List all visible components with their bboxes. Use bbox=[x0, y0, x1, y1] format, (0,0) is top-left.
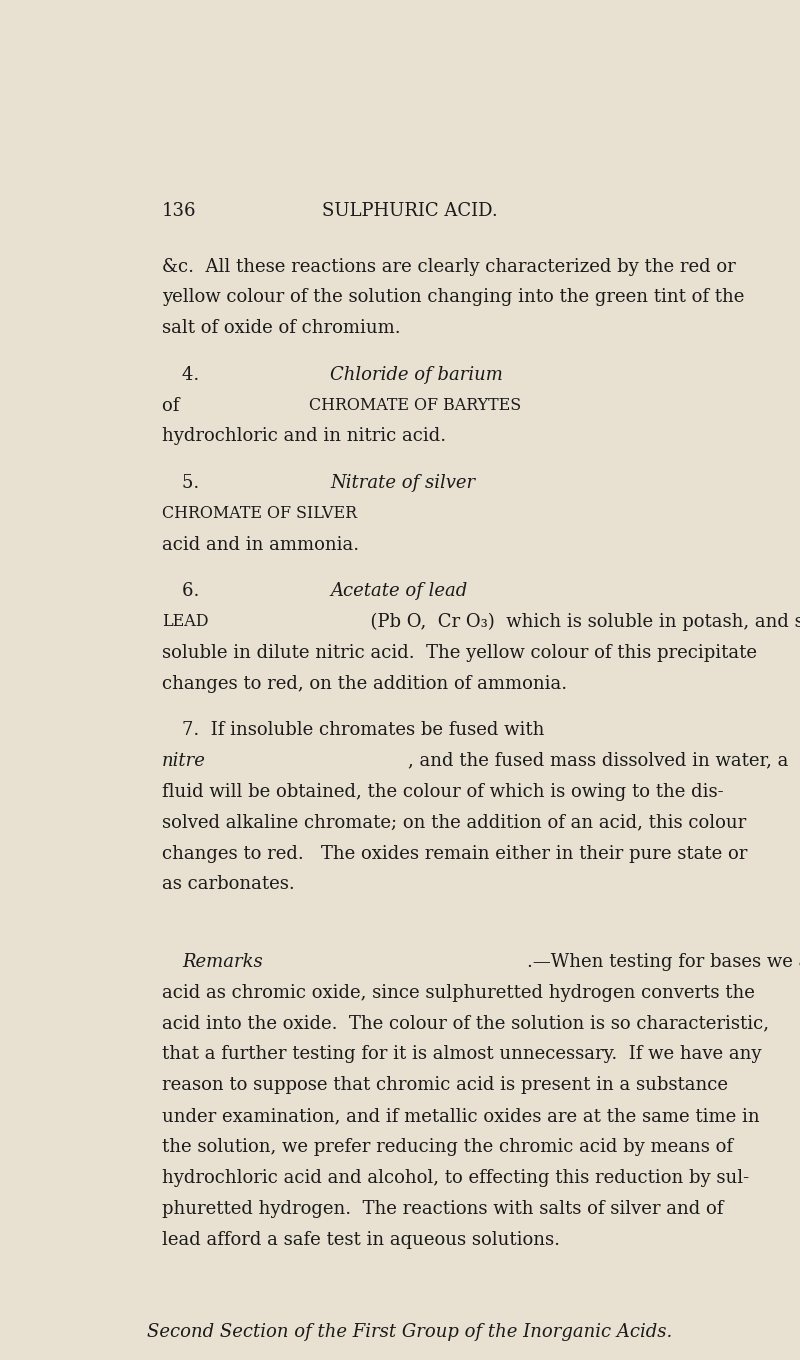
Text: LEAD: LEAD bbox=[162, 613, 209, 630]
Text: fluid will be obtained, the colour of which is owing to the dis-: fluid will be obtained, the colour of wh… bbox=[162, 783, 724, 801]
Text: 136: 136 bbox=[162, 201, 197, 220]
Text: yellow colour of the solution changing into the green tint of the: yellow colour of the solution changing i… bbox=[162, 288, 744, 306]
Text: changes to red.   The oxides remain either in their pure state or: changes to red. The oxides remain either… bbox=[162, 845, 747, 862]
Text: reason to suppose that chromic acid is present in a substance: reason to suppose that chromic acid is p… bbox=[162, 1076, 728, 1095]
Text: 4.: 4. bbox=[182, 366, 206, 384]
Text: Chloride of barium: Chloride of barium bbox=[330, 366, 503, 384]
Text: &c.  All these reactions are clearly characterized by the red or: &c. All these reactions are clearly char… bbox=[162, 257, 736, 276]
Text: Nitrate of silver: Nitrate of silver bbox=[330, 473, 475, 492]
Text: salt of oxide of chromium.: salt of oxide of chromium. bbox=[162, 320, 401, 337]
Text: soluble in dilute nitric acid.  The yellow colour of this precipitate: soluble in dilute nitric acid. The yello… bbox=[162, 643, 757, 662]
Text: acid and in ammonia.: acid and in ammonia. bbox=[162, 536, 359, 554]
Text: acid as chromic oxide, since sulphuretted hydrogen converts the: acid as chromic oxide, since sulphurette… bbox=[162, 983, 755, 1001]
Text: .—When testing for bases we always find the chromic: .—When testing for bases we always find … bbox=[526, 952, 800, 971]
Text: Remarks: Remarks bbox=[182, 952, 263, 971]
Text: Acetate of lead: Acetate of lead bbox=[330, 582, 467, 600]
Text: CHROMATE OF SILVER: CHROMATE OF SILVER bbox=[162, 505, 357, 522]
Text: lead afford a safe test in aqueous solutions.: lead afford a safe test in aqueous solut… bbox=[162, 1231, 560, 1248]
Text: solved alkaline chromate; on the addition of an acid, this colour: solved alkaline chromate; on the additio… bbox=[162, 813, 746, 831]
Text: the solution, we prefer reducing the chromic acid by means of: the solution, we prefer reducing the chr… bbox=[162, 1138, 733, 1156]
Text: under examination, and if metallic oxides are at the same time in: under examination, and if metallic oxide… bbox=[162, 1107, 760, 1125]
Text: CHROMATE OF BARYTES: CHROMATE OF BARYTES bbox=[310, 397, 522, 413]
Text: SULPHURIC ACID.: SULPHURIC ACID. bbox=[322, 201, 498, 220]
Text: as carbonates.: as carbonates. bbox=[162, 876, 294, 894]
Text: nitre: nitre bbox=[162, 752, 206, 770]
Text: hydrochloric acid and alcohol, to effecting this reduction by sul-: hydrochloric acid and alcohol, to effect… bbox=[162, 1168, 749, 1187]
Text: 5.: 5. bbox=[182, 473, 206, 492]
Text: that a further testing for it is almost unnecessary.  If we have any: that a further testing for it is almost … bbox=[162, 1046, 762, 1064]
Text: acid into the oxide.  The colour of the solution is so characteristic,: acid into the oxide. The colour of the s… bbox=[162, 1015, 769, 1032]
Text: 7.  If insoluble chromates be fused with: 7. If insoluble chromates be fused with bbox=[182, 721, 550, 738]
Text: 6.: 6. bbox=[182, 582, 206, 600]
Text: Second Section of the First Group of the Inorganic Acids.: Second Section of the First Group of the… bbox=[147, 1323, 673, 1341]
Text: phuretted hydrogen.  The reactions with salts of silver and of: phuretted hydrogen. The reactions with s… bbox=[162, 1200, 723, 1217]
Text: changes to red, on the addition of ammonia.: changes to red, on the addition of ammon… bbox=[162, 675, 567, 692]
Text: hydrochloric and in nitric acid.: hydrochloric and in nitric acid. bbox=[162, 427, 446, 446]
Text: , and the fused mass dissolved in water, a: , and the fused mass dissolved in water,… bbox=[408, 752, 794, 770]
Text: of: of bbox=[162, 397, 185, 415]
Text: (Pb O,  Cr O₃)  which is soluble in potash, and sparingly: (Pb O, Cr O₃) which is soluble in potash… bbox=[358, 613, 800, 631]
